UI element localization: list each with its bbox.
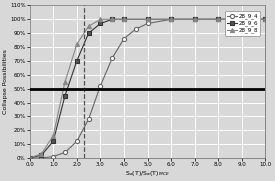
28_9_4 <box>111 57 114 59</box>
28_9_6 <box>99 22 102 25</box>
28_9_6 <box>40 154 43 156</box>
28_9_4 <box>264 18 267 20</box>
28_9_4 <box>240 18 243 20</box>
28_9_8 <box>122 18 126 20</box>
28_9_8 <box>217 18 220 20</box>
28_9_6 <box>217 18 220 20</box>
Line: 28_9_6: 28_9_6 <box>28 17 268 160</box>
28_9_8 <box>40 153 43 155</box>
28_9_4 <box>28 157 31 159</box>
28_9_4 <box>122 38 126 40</box>
28_9_4 <box>169 18 173 20</box>
28_9_8 <box>99 18 102 20</box>
28_9_4 <box>217 18 220 20</box>
28_9_8 <box>146 18 149 20</box>
X-axis label: S$_a$(T)/S$_a$(T)$_{MCE}$: S$_a$(T)/S$_a$(T)$_{MCE}$ <box>125 169 170 178</box>
28_9_8 <box>28 157 31 159</box>
Legend: 28_9_4, 28_9_6, 28_9_8: 28_9_4, 28_9_6, 28_9_8 <box>225 11 260 36</box>
28_9_4 <box>75 140 78 142</box>
28_9_8 <box>63 81 67 83</box>
Y-axis label: Collapse Possibilities: Collapse Possibilities <box>4 49 9 114</box>
28_9_4 <box>134 28 138 30</box>
28_9_6 <box>52 140 55 142</box>
28_9_8 <box>52 135 55 137</box>
28_9_6 <box>75 60 78 62</box>
28_9_6 <box>122 18 126 20</box>
28_9_8 <box>87 25 90 27</box>
28_9_8 <box>169 18 173 20</box>
28_9_4 <box>146 22 149 25</box>
28_9_8 <box>111 18 114 20</box>
28_9_4 <box>193 18 196 20</box>
28_9_6 <box>63 94 67 97</box>
28_9_4 <box>87 118 90 120</box>
28_9_4 <box>52 155 55 158</box>
28_9_6 <box>146 18 149 20</box>
28_9_6 <box>240 18 243 20</box>
Line: 28_9_8: 28_9_8 <box>28 17 268 160</box>
28_9_6 <box>193 18 196 20</box>
28_9_6 <box>111 18 114 20</box>
28_9_8 <box>75 43 78 45</box>
28_9_6 <box>28 157 31 159</box>
28_9_4 <box>99 85 102 87</box>
28_9_6 <box>169 18 173 20</box>
28_9_6 <box>87 32 90 34</box>
28_9_4 <box>40 157 43 159</box>
28_9_8 <box>193 18 196 20</box>
28_9_8 <box>264 18 267 20</box>
28_9_8 <box>240 18 243 20</box>
28_9_6 <box>264 18 267 20</box>
28_9_4 <box>63 151 67 153</box>
Line: 28_9_4: 28_9_4 <box>28 17 268 160</box>
